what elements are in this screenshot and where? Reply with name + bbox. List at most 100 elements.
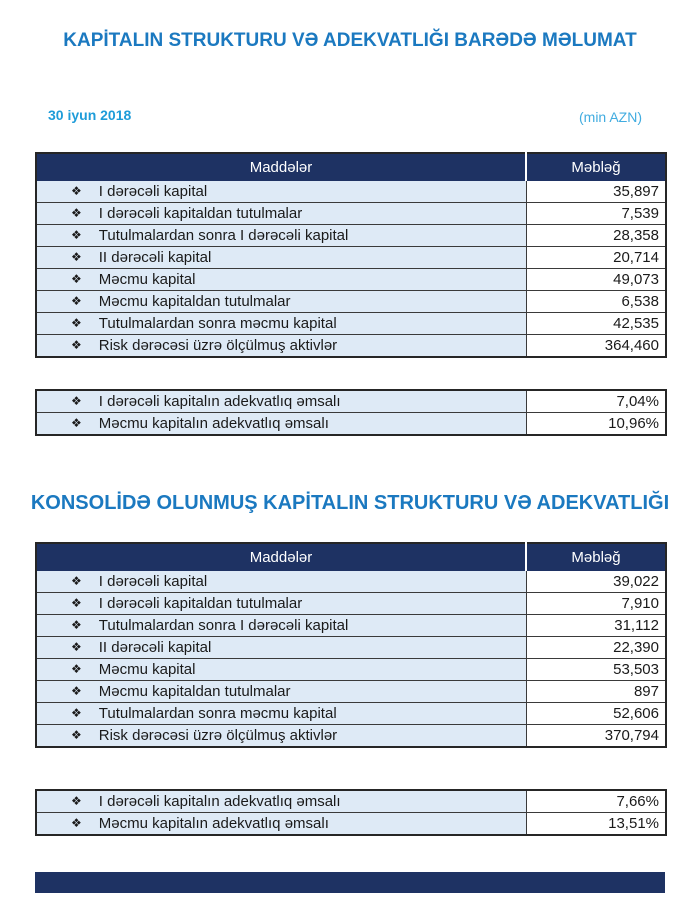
row-value: 7,539: [525, 202, 667, 225]
diamond-bullet-icon: ❖: [71, 272, 82, 286]
row-value: 7,04%: [525, 389, 667, 413]
diamond-bullet-icon: ❖: [71, 816, 82, 830]
row-label: I dərəcəli kapitalın adekvatlıq əmsalı: [98, 793, 341, 810]
table-row: ❖ Tutulmalardan sonra məcmu kapital 42,535: [35, 312, 667, 335]
row-value: 10,96%: [525, 412, 667, 436]
row-label-cell: ❖ I dərəcəli kapitaldan tutulmalar: [35, 202, 527, 225]
row-value: 7,66%: [525, 789, 667, 813]
row-label-cell: ❖ II dərəcəli kapital: [35, 636, 527, 659]
row-label-cell: ❖ Risk dərəcəsi üzrə ölçülmuş aktivlər: [35, 334, 527, 358]
table-row: ❖ Məcmu kapital 53,503: [35, 658, 667, 681]
row-label-cell: ❖ Tutulmalardan sonra məcmu kapital: [35, 312, 527, 335]
table-row: ❖ II dərəcəli kapital 20,714: [35, 246, 667, 269]
diamond-bullet-icon: ❖: [71, 206, 82, 220]
row-label-cell: ❖ I dərəcəli kapital: [35, 570, 527, 593]
row-label: I dərəcəli kapitalın adekvatlıq əmsalı: [98, 393, 341, 410]
diamond-bullet-icon: ❖: [71, 184, 82, 198]
diamond-bullet-icon: ❖: [71, 596, 82, 610]
table-row: ❖ I dərəcəli kapital 39,022: [35, 570, 667, 593]
row-label: I dərəcəli kapitaldan tutulmalar: [98, 205, 303, 222]
diamond-bullet-icon: ❖: [71, 394, 82, 408]
column-header-items: Maddələr: [35, 152, 527, 181]
table-row: ❖ Tutulmalardan sonra I dərəcəli kapital 2…: [35, 224, 667, 247]
row-value: 20,714: [525, 246, 667, 269]
row-value: 22,390: [525, 636, 667, 659]
row-label-cell: ❖ Tutulmalardan sonra məcmu kapital: [35, 702, 527, 725]
row-label-cell: ❖ I dərəcəli kapitaldan tutulmalar: [35, 592, 527, 615]
row-label: Tutulmalardan sonra məcmu kapital: [98, 705, 337, 722]
table-row: ❖ Məcmu kapitaldan tutulmalar 897: [35, 680, 667, 703]
row-label: Tutulmalardan sonra I dərəcəli kapital: [98, 227, 349, 244]
consolidated-adequacy-ratio-table: ❖ I dərəcəli kapitalın adekvatlıq əmsalı 7…: [35, 789, 667, 836]
table-row: ❖ I dərəcəli kapitaldan tutulmalar 7,539: [35, 202, 667, 225]
row-value: 13,51%: [525, 812, 667, 836]
column-header-items: Maddələr: [35, 542, 527, 571]
column-header-amount: Məbləğ: [525, 542, 667, 571]
table-row: ❖ Risk dərəcəsi üzrə ölçülmuş aktivlər 370…: [35, 724, 667, 748]
row-label-cell: ❖ Məcmu kapitaldan tutulmalar: [35, 290, 527, 313]
row-value: 28,358: [525, 224, 667, 247]
row-label: I dərəcəli kapitaldan tutulmalar: [98, 595, 303, 612]
row-label: Məcmu kapitalın adekvatlıq əmsalı: [98, 815, 329, 832]
row-label-cell: ❖ Məcmu kapitalın adekvatlıq əmsalı: [35, 412, 527, 436]
row-label: I dərəcəli kapital: [98, 183, 208, 200]
row-value: 53,503: [525, 658, 667, 681]
table-header-row: Maddələr Məbləğ: [35, 542, 667, 571]
row-label-cell: ❖ I dərəcəli kapital: [35, 180, 527, 203]
row-label-cell: ❖ Tutulmalardan sonra I dərəcəli kapital: [35, 224, 527, 247]
diamond-bullet-icon: ❖: [71, 662, 82, 676]
diamond-bullet-icon: ❖: [71, 228, 82, 242]
diamond-bullet-icon: ❖: [71, 416, 82, 430]
row-value: 35,897: [525, 180, 667, 203]
row-value: 364,460: [525, 334, 667, 358]
row-value: 6,538: [525, 290, 667, 313]
table-row: ❖ I dərəcəli kapitaldan tutulmalar 7,910: [35, 592, 667, 615]
table-row: ❖ Məcmu kapitalın adekvatlıq əmsalı 13,51%: [35, 812, 667, 836]
row-value: 39,022: [525, 570, 667, 593]
row-label-cell: ❖ I dərəcəli kapitalın adekvatlıq əmsalı: [35, 789, 527, 813]
table-row: ❖ II dərəcəli kapital 22,390: [35, 636, 667, 659]
table-row: ❖ I dərəcəli kapitalın adekvatlıq əmsalı 7…: [35, 789, 667, 813]
row-label-cell: ❖ Məcmu kapitaldan tutulmalar: [35, 680, 527, 703]
table-row: ❖ I dərəcəli kapital 35,897: [35, 180, 667, 203]
row-label-cell: ❖ II dərəcəli kapital: [35, 246, 527, 269]
row-value: 52,606: [525, 702, 667, 725]
table-row: ❖ I dərəcəli kapitalın adekvatlıq əmsalı 7…: [35, 389, 667, 413]
table-row: ❖ Tutulmalardan sonra I dərəcəli kapital 3…: [35, 614, 667, 637]
footer-bar: [35, 872, 665, 893]
row-value: 370,794: [525, 724, 667, 748]
row-label: Məcmu kapitalın adekvatlıq əmsalı: [98, 415, 329, 432]
row-value: 49,073: [525, 268, 667, 291]
row-value: 31,112: [525, 614, 667, 637]
row-label-cell: ❖ Tutulmalardan sonra I dərəcəli kapital: [35, 614, 527, 637]
diamond-bullet-icon: ❖: [71, 250, 82, 264]
table-row: ❖ Məcmu kapitaldan tutulmalar 6,538: [35, 290, 667, 313]
row-label: Məcmu kapital: [98, 661, 196, 678]
diamond-bullet-icon: ❖: [71, 794, 82, 808]
currency-unit: (min AZN): [579, 109, 642, 125]
row-label-cell: ❖ I dərəcəli kapitalın adekvatlıq əmsalı: [35, 389, 527, 413]
row-label: Tutulmalardan sonra məcmu kapital: [98, 315, 337, 332]
row-label-cell: ❖ Risk dərəcəsi üzrə ölçülmuş aktivlər: [35, 724, 527, 748]
row-label: Risk dərəcəsi üzrə ölçülmuş aktivlər: [98, 337, 338, 354]
table-row: ❖ Tutulmalardan sonra məcmu kapital 52,606: [35, 702, 667, 725]
table-row: ❖ Məcmu kapital 49,073: [35, 268, 667, 291]
report-date: 30 iyun 2018: [48, 107, 132, 123]
row-label-cell: ❖ Məcmu kapital: [35, 268, 527, 291]
table-header-row: Maddələr Məbləğ: [35, 152, 667, 181]
adequacy-ratio-table: ❖ I dərəcəli kapitalın adekvatlıq əmsalı 7…: [35, 389, 667, 436]
row-label: Məcmu kapitaldan tutulmalar: [98, 293, 291, 310]
diamond-bullet-icon: ❖: [71, 684, 82, 698]
row-value: 897: [525, 680, 667, 703]
table-row: ❖ Risk dərəcəsi üzrə ölçülmuş aktivlər 364…: [35, 334, 667, 358]
row-label: Tutulmalardan sonra I dərəcəli kapital: [98, 617, 349, 634]
row-value: 7,910: [525, 592, 667, 615]
diamond-bullet-icon: ❖: [71, 640, 82, 654]
table-row: ❖ Məcmu kapitalın adekvatlıq əmsalı 10,96%: [35, 412, 667, 436]
diamond-bullet-icon: ❖: [71, 728, 82, 742]
page-title: KAPİTALIN STRUKTURU VƏ ADEKVATLIĞI BARƏD…: [63, 30, 637, 51]
row-value: 42,535: [525, 312, 667, 335]
consolidated-section-title: KONSOLİDƏ OLUNMUŞ KAPİTALIN STRUKTURU VƏ…: [30, 492, 670, 514]
row-label: Risk dərəcəsi üzrə ölçülmuş aktivlər: [98, 727, 338, 744]
